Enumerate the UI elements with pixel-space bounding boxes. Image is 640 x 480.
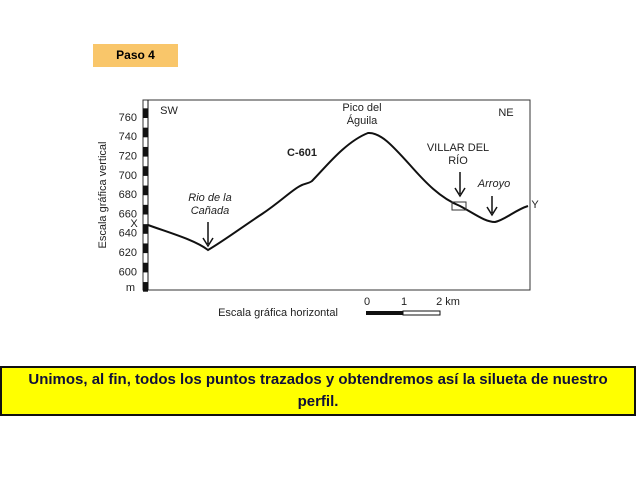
ruler-segment (143, 282, 148, 292)
direction-right: NE (498, 107, 513, 119)
scale-bar (402, 310, 441, 316)
annotation: VILLAR DEL (427, 142, 489, 154)
ruler-segment (143, 262, 148, 273)
profile-figure: 760 740 720 700 680 660 640 620 600 SW NE X Y Es… (97, 99, 539, 319)
caption: Unimos, al fin, todos los puntos trazado… (0, 366, 636, 416)
scale-label: 1 (401, 296, 407, 308)
y-tick-label: 740 (119, 131, 137, 143)
y-unit: m (126, 282, 135, 294)
y-tick-label: 600 (119, 266, 137, 278)
point-end: Y (531, 199, 539, 211)
x-axis-title: Escala gráfica horizontal (218, 307, 338, 319)
ruler-segment (143, 146, 148, 157)
y-tick-label: 760 (119, 112, 137, 124)
annotation: Cañada (191, 205, 230, 217)
annotation: Rio de la (188, 192, 231, 204)
direction-left: SW (160, 105, 178, 117)
arrows (202, 172, 498, 248)
y-tick-label: 680 (119, 189, 137, 201)
annotation: RÍO (448, 154, 468, 167)
village-icon (451, 201, 467, 211)
y-axis-title: Escala gráfica vertical (97, 142, 109, 249)
annotation: C-601 (287, 147, 317, 159)
scale-bar (366, 311, 403, 315)
y-tick-label: 700 (119, 170, 137, 182)
scale-label: 0 (364, 296, 370, 308)
ruler-segment (143, 127, 148, 138)
scale-label: 2 km (436, 296, 460, 308)
ruler-segment (143, 166, 148, 176)
annotation: Águila (347, 114, 378, 127)
annotation: Arroyo (477, 178, 510, 190)
y-tick-label: 660 (119, 208, 137, 220)
ruler-segment (143, 185, 148, 196)
annotation: Pico del (342, 102, 381, 114)
step-label: Paso 4 (93, 44, 178, 67)
ruler-segment (143, 243, 148, 254)
vertical-ruler: 760 740 720 700 680 660 640 620 600 (119, 100, 149, 292)
ruler-segment (143, 204, 148, 215)
y-tick-label: 640 (119, 228, 137, 240)
y-tick-label: 720 (119, 151, 137, 163)
point-start: X (130, 218, 138, 230)
ruler-segment (143, 108, 148, 118)
profile-line (147, 131, 529, 252)
ruler-segment (143, 224, 148, 234)
y-tick-label: 620 (119, 247, 137, 259)
